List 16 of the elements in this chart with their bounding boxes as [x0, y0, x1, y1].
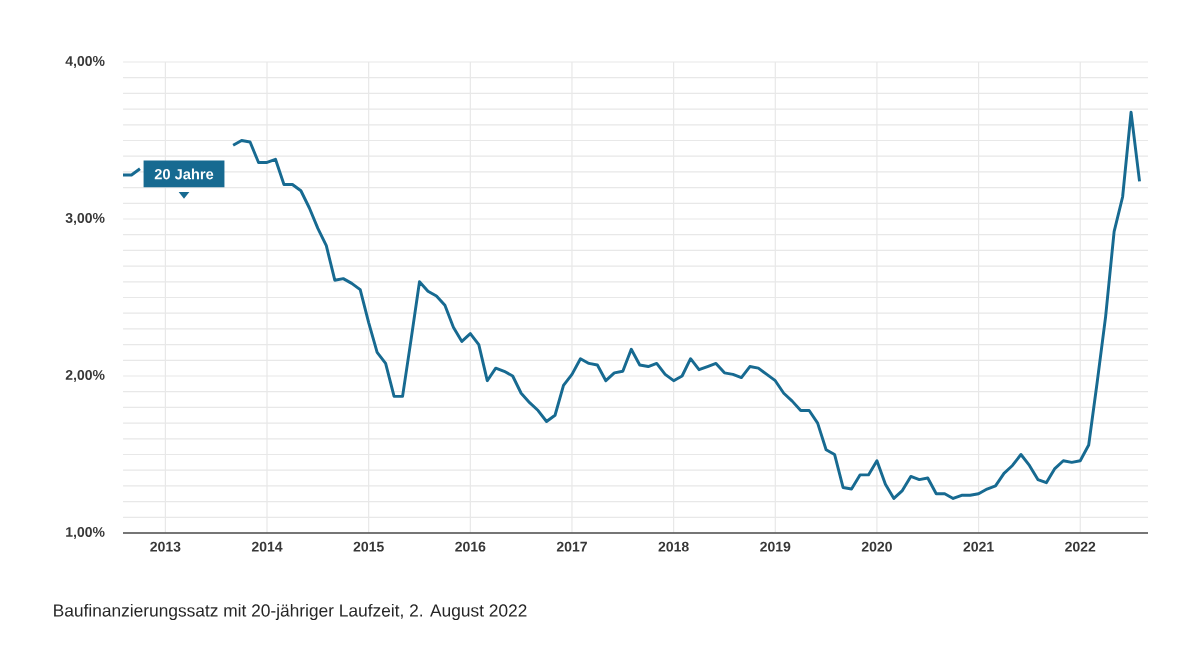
x-tick-label: 2014 [251, 541, 283, 552]
x-tick-label: 2018 [658, 541, 689, 552]
text: Baufinanzierungssatz mit 20-jähriger Laufzeit, 2. August 2022 [54, 603, 527, 621]
x-tick-label: 2021 [963, 541, 994, 552]
x-tick-label: 2022 [1065, 541, 1096, 552]
x-tick-label: 2019 [760, 541, 791, 552]
series-label: 20 Jahre [154, 168, 214, 180]
x-tick-label: 2016 [455, 541, 486, 552]
y-tick-label: 1,00% [66, 527, 105, 539]
x-tick-label: 2017 [556, 541, 587, 552]
x-tick-label: 2020 [861, 541, 892, 552]
x-tick-label: 2015 [353, 541, 384, 552]
y-tick-label: 2,00% [65, 370, 105, 382]
x-tick-label: 2013 [150, 541, 181, 552]
y-tick-label: 3,00% [65, 213, 105, 225]
y-tick-label: 4,00% [65, 56, 105, 68]
